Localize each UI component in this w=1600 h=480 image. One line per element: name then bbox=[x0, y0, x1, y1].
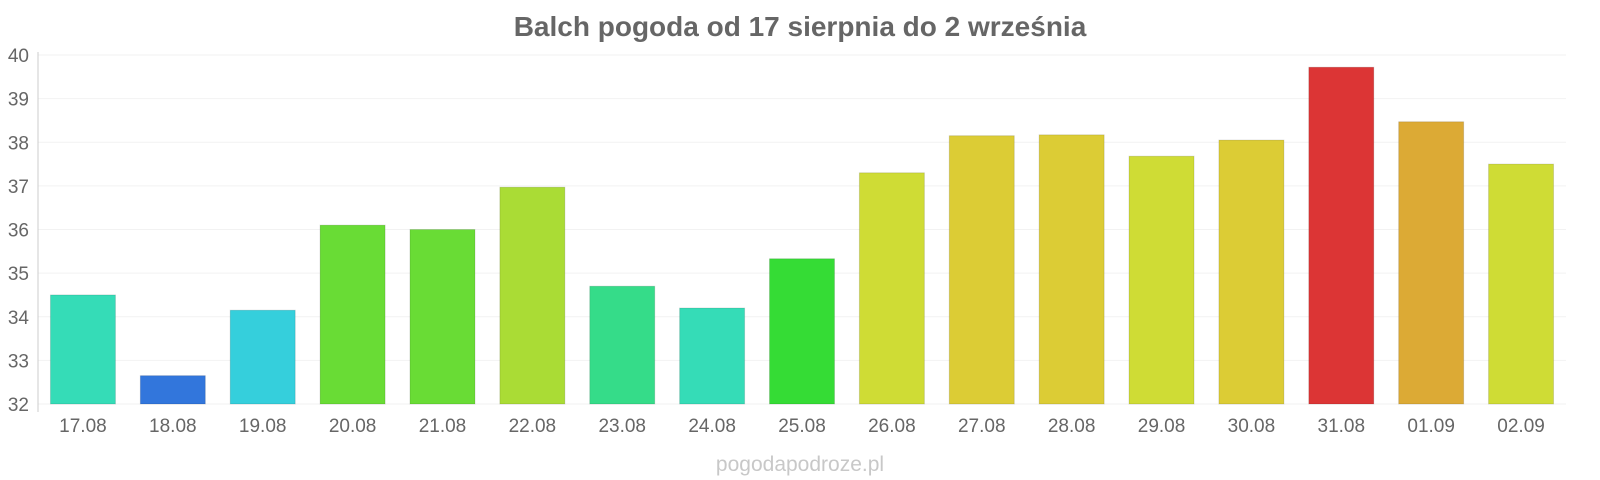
y-tick-label: 32 bbox=[8, 395, 29, 416]
bar-29.08 bbox=[1128, 155, 1195, 405]
chart-title: Balch pogoda od 17 sierpnia do 2 wrześni… bbox=[514, 11, 1087, 42]
bar-24.08 bbox=[679, 307, 746, 405]
x-tick-label: 01.09 bbox=[1407, 416, 1455, 437]
x-tick-label: 25.08 bbox=[778, 416, 826, 437]
bar-21.08 bbox=[409, 229, 476, 405]
bar-19.08 bbox=[229, 309, 296, 405]
bar-30.08 bbox=[1218, 139, 1285, 405]
y-tick-label: 35 bbox=[8, 264, 29, 285]
bar-02.09 bbox=[1488, 163, 1555, 405]
x-tick-label: 18.08 bbox=[149, 416, 197, 437]
y-tick-label: 37 bbox=[8, 177, 29, 198]
x-tick-label: 29.08 bbox=[1138, 416, 1186, 437]
bar-20.08 bbox=[319, 224, 386, 405]
y-tick-label: 39 bbox=[8, 90, 29, 111]
bar-01.09 bbox=[1398, 121, 1465, 405]
bar-31.08 bbox=[1308, 66, 1375, 405]
x-axis-tick-labels: 17.08 18.08 19.08 20.08 21.08 22.08 23.08 24.08… bbox=[59, 416, 1545, 437]
x-tick-label: 23.08 bbox=[598, 416, 646, 437]
x-tick-label: 02.09 bbox=[1497, 416, 1545, 437]
bar-18.08 bbox=[139, 375, 206, 405]
y-tick-label: 36 bbox=[8, 221, 29, 242]
y-tick-label: 40 bbox=[8, 46, 29, 67]
x-tick-label: 22.08 bbox=[509, 416, 557, 437]
bar-27.08 bbox=[948, 135, 1015, 405]
y-axis-tick-labels: 32 33 34 35 36 37 38 39 40 bbox=[8, 46, 30, 416]
x-tick-label: 30.08 bbox=[1228, 416, 1276, 437]
x-tick-label: 19.08 bbox=[239, 416, 287, 437]
y-tick-label: 38 bbox=[8, 133, 29, 154]
x-tick-label: 17.08 bbox=[59, 416, 107, 437]
x-tick-label: 31.08 bbox=[1318, 416, 1366, 437]
x-tick-label: 26.08 bbox=[868, 416, 916, 437]
y-tick-label: 33 bbox=[8, 351, 29, 372]
bar-26.08 bbox=[858, 172, 925, 405]
bar-17.08 bbox=[49, 294, 116, 405]
y-tick-label: 34 bbox=[8, 308, 30, 329]
bar-23.08 bbox=[589, 285, 656, 405]
bar-28.08 bbox=[1038, 134, 1105, 405]
bar-25.08 bbox=[769, 258, 835, 405]
x-tick-label: 20.08 bbox=[329, 416, 377, 437]
bar-22.08 bbox=[499, 186, 566, 405]
x-tick-label: 28.08 bbox=[1048, 416, 1096, 437]
watermark: pogodapodroze.pl bbox=[716, 453, 884, 476]
x-tick-label: 24.08 bbox=[688, 416, 736, 437]
x-tick-label: 21.08 bbox=[419, 416, 467, 437]
bars bbox=[49, 66, 1555, 405]
x-tick-label: 27.08 bbox=[958, 416, 1006, 437]
